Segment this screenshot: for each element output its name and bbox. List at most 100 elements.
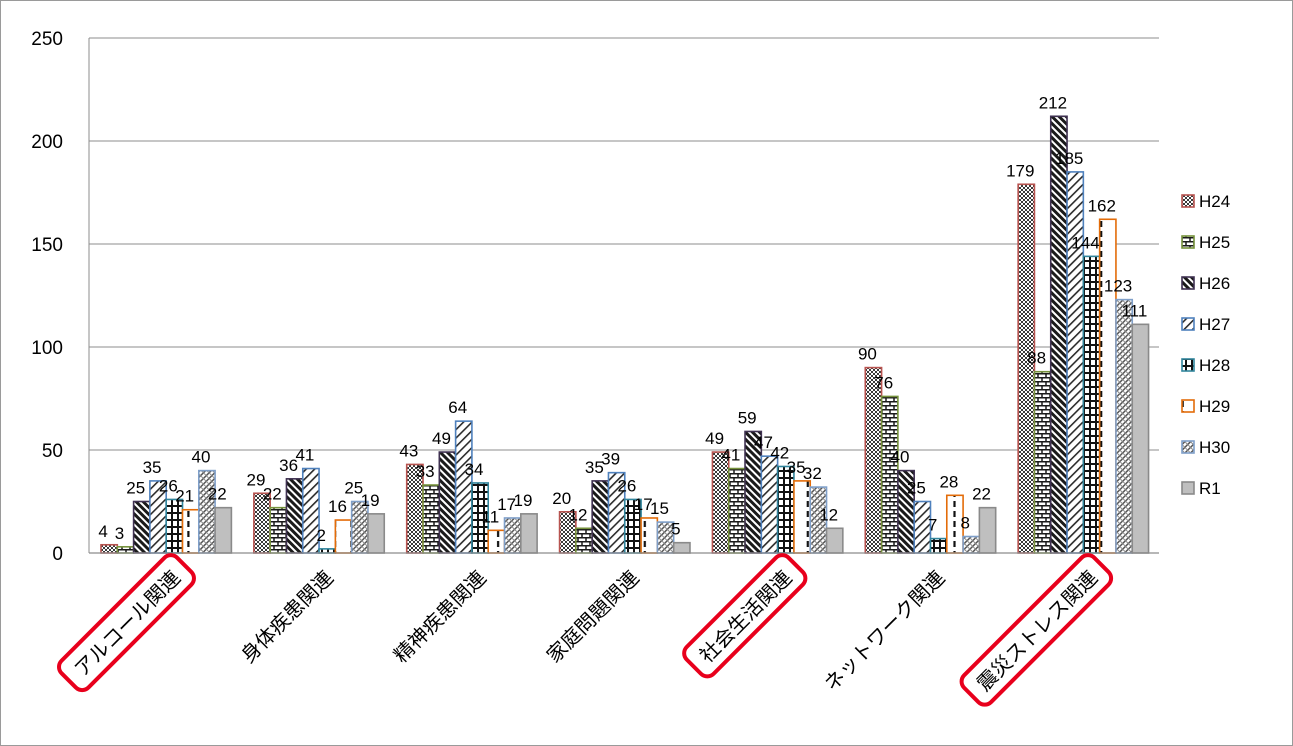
bar-h25 (575, 527, 593, 554)
bar-h30 (198, 469, 216, 554)
bar-h28 (165, 498, 184, 554)
data-label: 25 (907, 479, 926, 498)
data-label: 5 (671, 520, 680, 539)
bar-h29 (334, 519, 353, 554)
x-axis: アルコール関連 身体疾患関連 精神疾患関連 家庭問題関連 社会生活関連 ネットワーク関連震… (57, 552, 1159, 707)
bar-h26 (438, 451, 457, 554)
data-label: 88 (1027, 349, 1046, 368)
y-tick-label: 250 (31, 29, 63, 50)
category-label-group: 震災ストレス関連 (959, 553, 1114, 707)
category-label-group: 社会生活関連 (682, 553, 808, 679)
data-label: 25 (344, 479, 363, 498)
bar-h29 (1098, 218, 1117, 554)
bar-r1 (672, 541, 691, 554)
bar-h28 (1082, 255, 1101, 554)
data-label: 59 (738, 408, 757, 427)
bar-h27 (1066, 171, 1085, 554)
bar-h28 (318, 548, 337, 554)
data-label: 4 (98, 522, 107, 541)
bar-h25 (422, 484, 441, 554)
bar-h26 (285, 478, 304, 554)
category-label: 震災ストレス関連 (973, 566, 1102, 695)
legend-label: R1 (1199, 479, 1221, 498)
bar-h25 (116, 546, 135, 554)
bar-h30 (1115, 298, 1134, 554)
bar-h24 (864, 366, 883, 554)
category-label: ネットワーク関連 (820, 566, 949, 695)
data-label: 41 (721, 446, 740, 465)
data-label: 185 (1055, 149, 1083, 168)
bar-r1 (367, 513, 386, 554)
y-tick-label: 100 (31, 338, 63, 359)
y-axis: 0 50 100 150 200 250 (31, 29, 90, 565)
legend-swatch (1181, 358, 1195, 372)
legend-label: H24 (1199, 192, 1230, 211)
legend-swatch (1181, 235, 1195, 249)
category-label-group: アルコール関連 (57, 553, 196, 693)
bar-r1 (214, 506, 233, 554)
legend-label: H25 (1199, 233, 1230, 252)
highlight-box (682, 553, 808, 679)
data-label: 90 (858, 345, 877, 364)
legend-label: H26 (1199, 274, 1230, 293)
data-label: 49 (705, 429, 724, 448)
data-label: 35 (143, 458, 162, 477)
bar-r1 (978, 506, 997, 554)
bar-h25 (1033, 370, 1052, 554)
data-label: 12 (819, 505, 838, 524)
bar-h30 (503, 517, 522, 554)
category-label: 家庭問題関連 (542, 566, 643, 667)
bar-h28 (929, 537, 948, 554)
data-label: 47 (754, 433, 773, 452)
legend-swatch (1181, 399, 1195, 413)
data-label: 11 (482, 507, 500, 526)
bar-r1 (520, 513, 538, 554)
data-label: 40 (191, 448, 210, 467)
category-label: アルコール関連 (70, 566, 185, 681)
bar-r1 (825, 527, 844, 554)
bar-h26 (132, 500, 151, 554)
legend-label: H28 (1199, 356, 1230, 375)
data-label: 7 (928, 516, 937, 535)
bar-h29 (487, 529, 506, 554)
data-label: 3 (115, 524, 124, 543)
data-label: 35 (585, 458, 604, 477)
bar-h27 (760, 455, 779, 554)
bar-h24 (100, 543, 119, 554)
data-label: 32 (803, 464, 822, 483)
data-label: 162 (1088, 196, 1116, 215)
legend-swatch (1181, 276, 1195, 290)
data-label: 144 (1071, 233, 1099, 252)
data-label: 16 (328, 497, 347, 516)
data-label: 123 (1104, 277, 1132, 296)
y-tick-label: 0 (52, 544, 63, 565)
data-label: 36 (279, 456, 298, 475)
data-label: 17 (497, 495, 516, 514)
data-labels: 4 325352621402229223641216251943334964341… (98, 93, 1147, 545)
data-label: 49 (432, 429, 451, 448)
data-label: 21 (175, 487, 194, 506)
data-label: 26 (159, 476, 178, 495)
data-label: 34 (465, 460, 484, 479)
data-label: 22 (972, 485, 991, 504)
bar-r1 (1131, 323, 1150, 554)
y-tick-label: 150 (31, 235, 63, 256)
data-label: 22 (208, 485, 227, 504)
bar-h25 (727, 467, 746, 554)
category-label: 社会生活関連 (695, 566, 796, 667)
data-label: 29 (247, 470, 266, 489)
data-label: 8 (961, 514, 970, 533)
legend-label: H30 (1199, 438, 1230, 457)
data-label: 41 (295, 446, 314, 465)
data-label: 179 (1006, 161, 1034, 180)
category-label: 身体疾患関連 (237, 566, 338, 667)
bar-h24 (711, 451, 730, 554)
data-label: 26 (617, 476, 636, 495)
category-label-group: ネットワーク関連 (820, 566, 949, 695)
data-label: 33 (416, 462, 435, 481)
data-label: 2 (316, 526, 325, 545)
data-label: 76 (874, 373, 893, 392)
data-label: 15 (650, 499, 669, 518)
